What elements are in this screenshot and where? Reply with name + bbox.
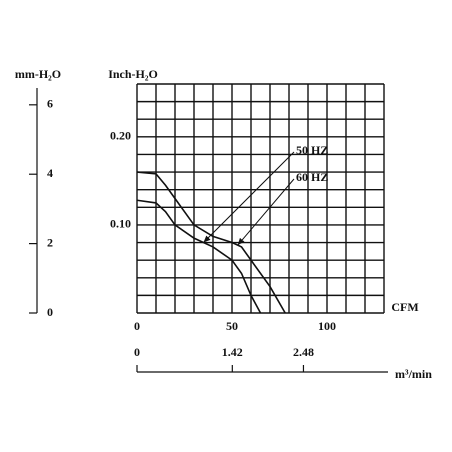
y-tick-label: 0.10 (110, 217, 131, 231)
series-label: 60 HZ (296, 170, 328, 184)
series-label: 50 HZ (296, 143, 328, 157)
curve (136, 171, 286, 314)
x-tick-label: 50 (226, 319, 238, 333)
curve (136, 199, 262, 314)
y-tick-label: 0.20 (110, 129, 131, 143)
y-axis-label: Inch-H₂O (108, 67, 158, 81)
y2-tick-label: 4 (47, 166, 53, 180)
y2-tick-label: 0 (47, 305, 53, 319)
x2-tick-label: 2.48 (293, 345, 314, 359)
x-axis-label: CFM (391, 300, 418, 314)
x-tick-label: 100 (318, 319, 336, 333)
x-tick-label: 0 (134, 319, 140, 333)
x2-tick-label: 1.42 (222, 345, 243, 359)
y2-tick-label: 6 (47, 97, 53, 111)
annotation-arrow (203, 151, 295, 243)
x2-axis-label: m³/min (395, 367, 432, 381)
y2-axis-label: mm-H₂O (15, 67, 61, 81)
x2-tick-label: 0 (134, 345, 140, 359)
annotation-arrow (237, 178, 295, 246)
y2-tick-label: 2 (47, 235, 53, 249)
